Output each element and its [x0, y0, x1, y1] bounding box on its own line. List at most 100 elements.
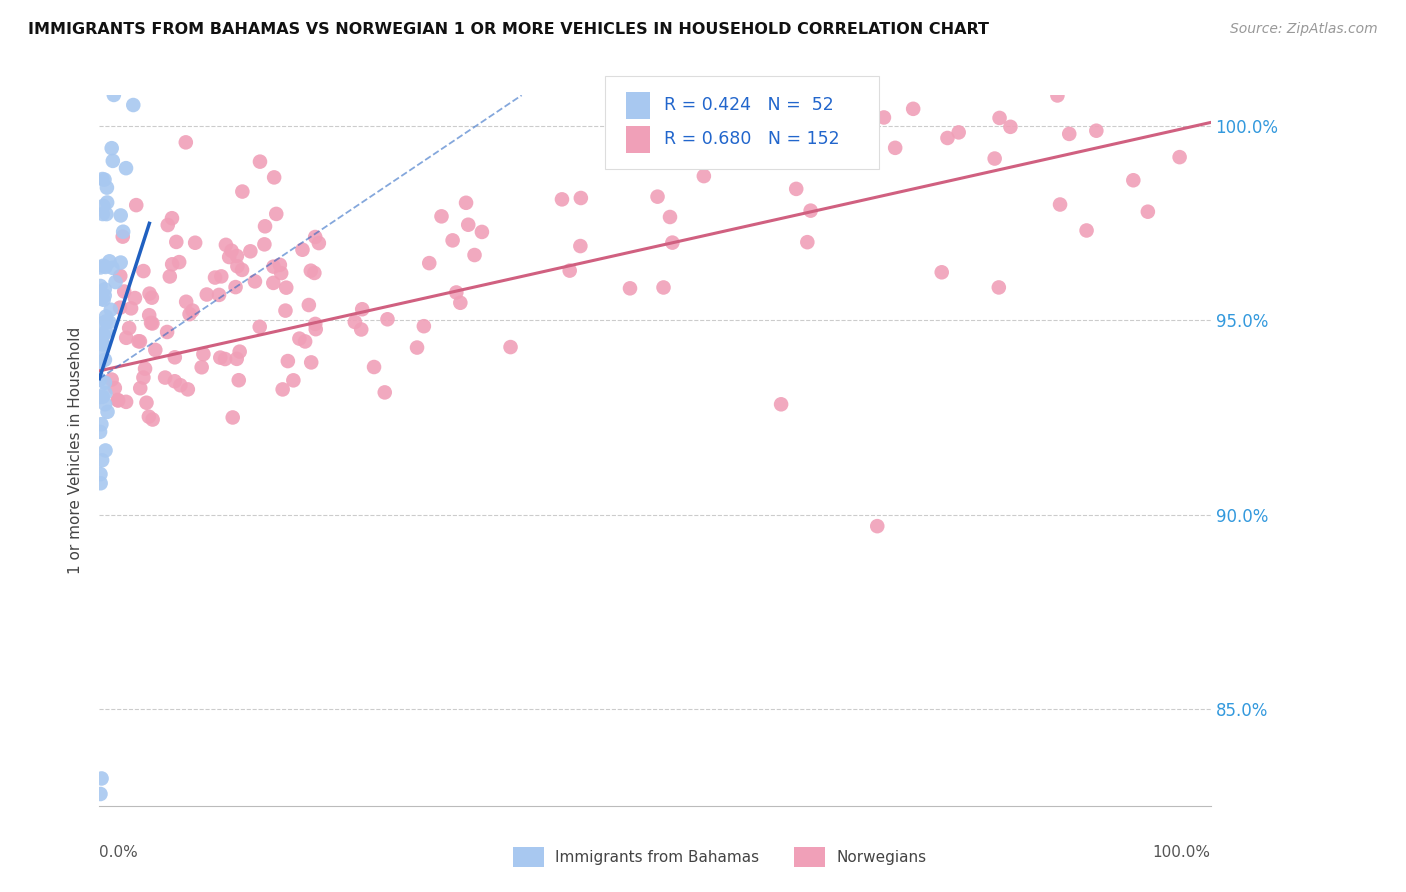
Point	[110, 209, 132, 223]
Point	[406, 341, 429, 355]
Point	[222, 410, 245, 425]
Point	[143, 343, 166, 357]
Point	[262, 276, 284, 290]
Point	[90, 476, 112, 491]
Point	[274, 303, 297, 318]
Point	[184, 235, 207, 250]
Point	[160, 211, 183, 226]
Point	[231, 185, 253, 199]
Point	[89, 260, 111, 275]
Point	[454, 195, 477, 210]
Point	[936, 131, 959, 145]
Point	[190, 360, 212, 375]
Point	[675, 153, 697, 167]
Point	[89, 390, 111, 404]
Point	[221, 244, 243, 258]
Point	[89, 467, 111, 482]
Point	[156, 218, 179, 232]
Point	[294, 334, 316, 349]
Point	[129, 381, 152, 395]
Point	[1168, 150, 1191, 164]
Point	[90, 417, 112, 432]
Point	[91, 453, 114, 467]
Point	[100, 373, 122, 387]
Point	[253, 237, 276, 252]
Point	[449, 295, 471, 310]
Point	[96, 405, 118, 419]
Point	[987, 280, 1010, 294]
Point	[89, 787, 111, 801]
Point	[94, 310, 117, 324]
Point	[884, 141, 907, 155]
Point	[499, 340, 522, 354]
Point	[118, 321, 141, 335]
Point	[93, 288, 115, 302]
Point	[93, 282, 115, 296]
Point	[107, 392, 129, 407]
Point	[93, 293, 115, 307]
Point	[111, 229, 134, 244]
Point	[1046, 88, 1069, 103]
Point	[132, 264, 155, 278]
Point	[304, 317, 326, 331]
Point	[418, 256, 440, 270]
Point	[96, 195, 118, 210]
Point	[165, 235, 187, 249]
Point	[243, 274, 266, 288]
Point	[377, 312, 399, 326]
Point	[174, 136, 197, 150]
Point	[124, 291, 146, 305]
Point	[254, 219, 277, 234]
Point	[305, 322, 328, 336]
Point	[209, 269, 232, 284]
Point	[785, 182, 807, 196]
Point	[1081, 2, 1104, 16]
Point	[103, 87, 125, 102]
Point	[122, 98, 145, 112]
Point	[193, 347, 215, 361]
Point	[283, 373, 305, 387]
Point	[96, 314, 118, 328]
Point	[110, 255, 132, 269]
Point	[115, 331, 138, 345]
Point	[93, 172, 115, 186]
Point	[120, 301, 142, 316]
Point	[112, 225, 135, 239]
Point	[132, 370, 155, 384]
Point	[108, 301, 131, 315]
Point	[299, 355, 322, 369]
Point	[1049, 197, 1071, 211]
Point	[138, 409, 160, 424]
Point	[90, 317, 112, 331]
Point	[91, 390, 114, 404]
Point	[291, 243, 314, 257]
Point	[239, 244, 262, 259]
Point	[141, 291, 163, 305]
Point	[139, 316, 162, 330]
Point	[91, 259, 114, 273]
Point	[101, 260, 124, 275]
Point	[91, 207, 114, 221]
Point	[558, 263, 581, 277]
Point	[412, 319, 434, 334]
Point	[226, 260, 249, 274]
Point	[225, 249, 247, 263]
Point	[770, 397, 793, 411]
Point	[270, 266, 292, 280]
Point	[269, 258, 291, 272]
Point	[1057, 127, 1080, 141]
Point	[208, 288, 231, 302]
Point	[619, 281, 641, 295]
Point	[215, 237, 238, 252]
Point	[218, 250, 240, 264]
Point	[89, 344, 111, 359]
Point	[901, 102, 924, 116]
Point	[873, 111, 896, 125]
Point	[94, 386, 117, 401]
Point	[1085, 124, 1108, 138]
Point	[308, 236, 330, 251]
Point	[90, 292, 112, 306]
Point	[441, 233, 464, 247]
Point	[471, 225, 494, 239]
Text: 100.0%: 100.0%	[1153, 845, 1211, 860]
